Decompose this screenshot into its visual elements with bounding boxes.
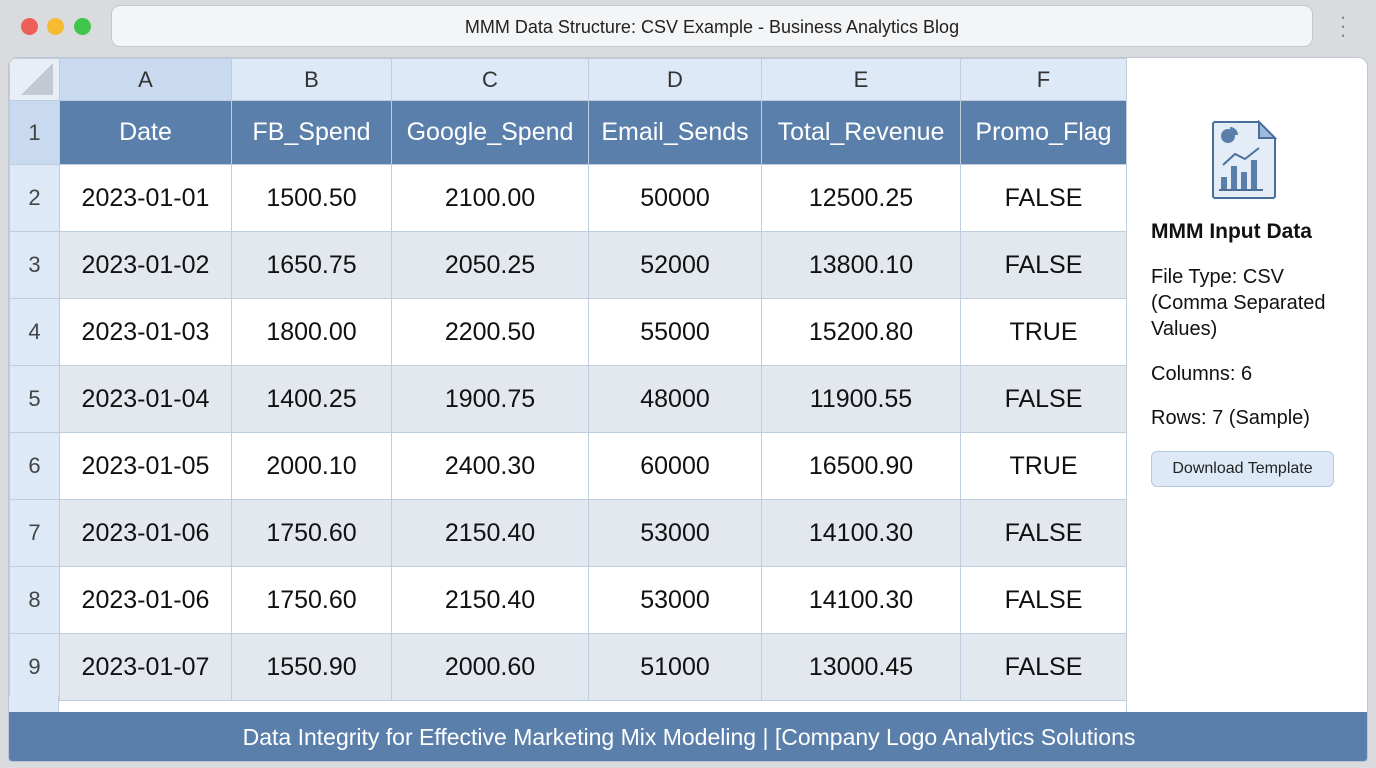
column-title[interactable]: FB_Spend — [231, 100, 392, 165]
more-vertical-icon[interactable]: · · · — [1339, 4, 1347, 47]
file-chart-icon — [1212, 120, 1278, 199]
table-cell[interactable]: 53000 — [588, 499, 762, 567]
table-cell[interactable]: 2023-01-06 — [59, 566, 232, 634]
table-cell[interactable]: 2200.50 — [391, 298, 589, 366]
table-cell[interactable]: 1400.25 — [231, 365, 392, 433]
header-row: 1 Date FB_Spend Google_Spend Email_Sends Tota… — [9, 100, 1127, 165]
table-row: 8 2023-01-06 1750.60 2150.40 53000 14100.30 FA… — [9, 566, 1127, 634]
column-header-a[interactable]: A — [59, 58, 232, 101]
close-button[interactable] — [21, 18, 38, 35]
column-header-e[interactable]: E — [761, 58, 961, 101]
table-cell[interactable]: 2023-01-01 — [59, 164, 232, 232]
table-cell[interactable]: 2100.00 — [391, 164, 589, 232]
columns-text: Columns: 6 — [1151, 363, 1253, 385]
download-template-button[interactable]: Download Template — [1151, 451, 1334, 487]
column-title[interactable]: Google_Spend — [391, 100, 589, 165]
table-cell[interactable]: 52000 — [588, 231, 762, 299]
row-number[interactable]: 9 — [9, 633, 60, 701]
table-row: 7 2023-01-06 1750.60 2150.40 53000 14100.30 FA… — [9, 499, 1127, 567]
window-title: MMM Data Structure: CSV Example - Busine… — [111, 5, 1313, 47]
column-title[interactable]: Date — [59, 100, 232, 165]
rows-text: Rows: 7 (Sample) — [1151, 407, 1310, 429]
table-cell[interactable]: FALSE — [960, 164, 1127, 232]
table-cell[interactable]: 1650.75 — [231, 231, 392, 299]
table-cell[interactable]: 12500.25 — [761, 164, 961, 232]
info-panel: MMM Input Data File Type: CSV (Comma Sep… — [1126, 100, 1367, 712]
row-number[interactable]: 1 — [9, 100, 60, 165]
table-cell[interactable]: 2150.40 — [391, 499, 589, 567]
table-cell[interactable]: FALSE — [960, 365, 1127, 433]
table-cell[interactable]: 16500.90 — [761, 432, 961, 500]
footer-banner: Data Integrity for Effective Marketing M… — [9, 712, 1367, 761]
table-cell[interactable]: 2400.30 — [391, 432, 589, 500]
table-cell[interactable]: 2023-01-06 — [59, 499, 232, 567]
select-all-corner[interactable] — [9, 58, 60, 101]
table-cell[interactable]: 14100.30 — [761, 499, 961, 567]
column-header-d[interactable]: D — [588, 58, 762, 101]
row-number[interactable]: 6 — [9, 432, 60, 500]
table-cell[interactable]: FALSE — [960, 633, 1127, 701]
column-title[interactable]: Total_Revenue — [761, 100, 961, 165]
table-cell[interactable]: 1750.60 — [231, 566, 392, 634]
table-cell[interactable]: 2000.10 — [231, 432, 392, 500]
table-cell[interactable]: 1800.00 — [231, 298, 392, 366]
table-cell[interactable]: 13000.45 — [761, 633, 961, 701]
minimize-button[interactable] — [47, 18, 64, 35]
table-cell[interactable]: TRUE — [960, 432, 1127, 500]
table-cell[interactable]: 2150.40 — [391, 566, 589, 634]
table-cell[interactable]: FALSE — [960, 499, 1127, 567]
table-cell[interactable]: 2050.25 — [391, 231, 589, 299]
table-row: 3 2023-01-02 1650.75 2050.25 52000 13800.10 FA… — [9, 231, 1127, 299]
table-cell[interactable]: 15200.80 — [761, 298, 961, 366]
table-row: 4 2023-01-03 1800.00 2200.50 55000 15200.80 TR… — [9, 298, 1127, 366]
file-type-text: File Type: CSV (Comma Separated Values) — [1151, 266, 1326, 340]
table-cell[interactable]: 48000 — [588, 365, 762, 433]
table-row: 9 2023-01-07 1550.90 2000.60 51000 13000.45 FA… — [9, 633, 1127, 701]
table-cell[interactable]: 14100.30 — [761, 566, 961, 634]
row-number[interactable]: 8 — [9, 566, 60, 634]
table-cell[interactable]: 2000.60 — [391, 633, 589, 701]
table-cell[interactable]: TRUE — [960, 298, 1127, 366]
row-number[interactable]: 5 — [9, 365, 60, 433]
table-cell[interactable]: 1750.60 — [231, 499, 392, 567]
table-cell[interactable]: 2023-01-05 — [59, 432, 232, 500]
column-header-b[interactable]: B — [231, 58, 392, 101]
table-cell[interactable]: 53000 — [588, 566, 762, 634]
column-header-f[interactable]: F — [960, 58, 1127, 101]
row-number[interactable]: 2 — [9, 164, 60, 232]
table-row: 6 2023-01-05 2000.10 2400.30 60000 16500.90 TR… — [9, 432, 1127, 500]
table-cell[interactable]: FALSE — [960, 231, 1127, 299]
table-cell[interactable]: 1500.50 — [231, 164, 392, 232]
table-cell[interactable]: 13800.10 — [761, 231, 961, 299]
column-title[interactable]: Promo_Flag — [960, 100, 1127, 165]
table-row: 2 2023-01-01 1500.50 2100.00 50000 12500.25 FA… — [9, 164, 1127, 232]
table-cell[interactable]: 50000 — [588, 164, 762, 232]
table-row: 5 2023-01-04 1400.25 1900.75 48000 11900.55 FA… — [9, 365, 1127, 433]
row-number[interactable]: 4 — [9, 298, 60, 366]
table-cell[interactable]: 1900.75 — [391, 365, 589, 433]
table-cell[interactable]: 1550.90 — [231, 633, 392, 701]
panel-title: MMM Input Data — [1151, 220, 1312, 243]
table-cell[interactable]: 11900.55 — [761, 365, 961, 433]
column-header-c[interactable]: C — [391, 58, 589, 101]
table-cell[interactable]: 2023-01-04 — [59, 365, 232, 433]
table-cell[interactable]: 2023-01-07 — [59, 633, 232, 701]
table-cell[interactable]: 2023-01-02 — [59, 231, 232, 299]
maximize-button[interactable] — [74, 18, 91, 35]
table-cell[interactable]: 51000 — [588, 633, 762, 701]
row-number[interactable]: 7 — [9, 499, 60, 567]
column-title[interactable]: Email_Sends — [588, 100, 762, 165]
table-cell[interactable]: 60000 — [588, 432, 762, 500]
table-cell[interactable]: FALSE — [960, 566, 1127, 634]
table-cell[interactable]: 55000 — [588, 298, 762, 366]
row-number[interactable]: 3 — [9, 231, 60, 299]
row-header-empty — [9, 696, 59, 712]
table-cell[interactable]: 2023-01-03 — [59, 298, 232, 366]
